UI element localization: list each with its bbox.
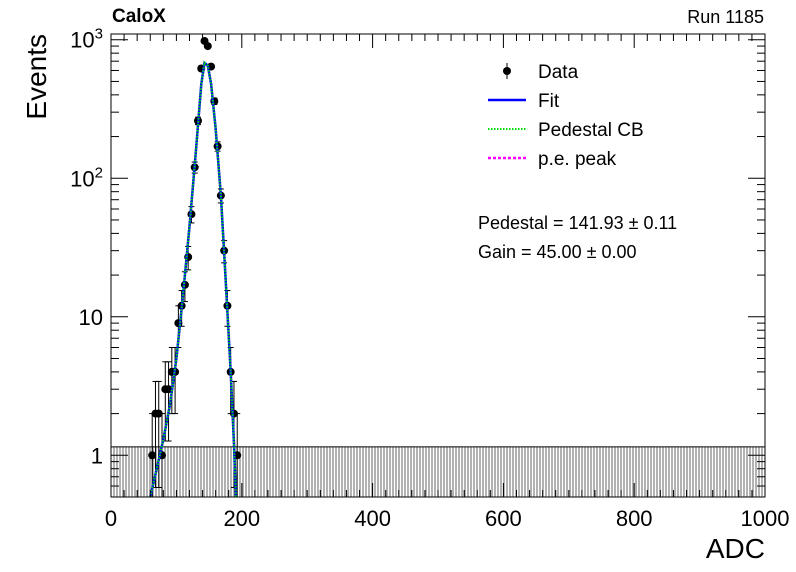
y-tick-label: 102 <box>70 164 103 191</box>
empty-bins-band <box>111 446 765 497</box>
data-point <box>203 42 212 51</box>
legend-label: Pedestal CB <box>538 120 644 141</box>
fit-curve <box>148 60 238 497</box>
pedestal-stat: Pedestal = 141.93 ± 0.11 <box>478 213 677 233</box>
x-tick-label: 800 <box>616 506 653 531</box>
y-tick-label: 1 <box>91 443 103 468</box>
legend-data-marker <box>503 67 511 75</box>
data-point <box>154 409 163 418</box>
x-tick-label: 0 <box>105 506 117 531</box>
data-point <box>148 451 157 460</box>
empty-bins-hatch <box>111 446 765 497</box>
data-series <box>148 36 242 497</box>
pedestal-cb-curve <box>149 61 237 497</box>
x-axis-label: ADC <box>706 533 765 564</box>
legend-label: Data <box>538 62 579 83</box>
y-tick-label: 10 <box>79 305 103 330</box>
x-tick-label: 1000 <box>741 506 790 531</box>
gain-stat: Gain = 45.00 ± 0.00 <box>478 242 637 262</box>
y-axis-label: Events <box>21 34 52 120</box>
legend-label: p.e. peak <box>538 149 617 170</box>
run-label: Run 1185 <box>687 7 764 27</box>
plot-frame <box>110 33 766 498</box>
data-point <box>164 385 173 394</box>
experiment-label: CaloX <box>112 6 166 27</box>
x-tick-label: 600 <box>485 506 522 531</box>
x-tick-label: 400 <box>354 506 391 531</box>
legend: Data Fit Pedestal CB p.e. peak <box>488 62 644 170</box>
legend-label: Fit <box>538 91 560 112</box>
x-tick-label: 200 <box>223 506 260 531</box>
y-tick-label: 103 <box>70 26 103 53</box>
